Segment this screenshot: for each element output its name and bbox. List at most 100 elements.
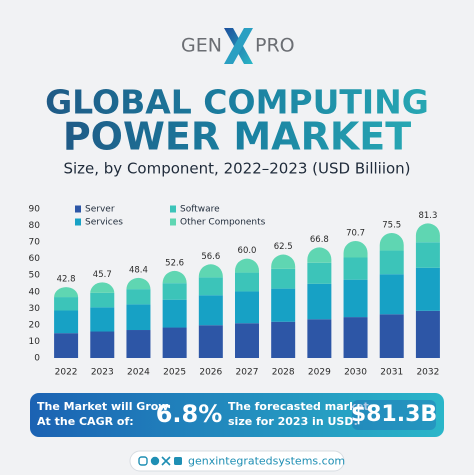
total-label: 60.0 <box>238 246 257 256</box>
bar-segment <box>271 321 296 358</box>
x-tick-label: 2029 <box>308 368 331 378</box>
bar-segment <box>126 304 151 331</box>
x-tick-label: 2028 <box>272 368 295 378</box>
legend-label: Server <box>85 205 115 215</box>
y-tick-label: 20 <box>29 320 41 330</box>
banner-value: $81.3B <box>351 402 437 427</box>
x-tick-label: 2022 <box>55 368 78 378</box>
bar-segment <box>90 307 115 332</box>
logo-mark <box>224 28 253 64</box>
logo-text: PRO <box>255 35 295 57</box>
bar-segment <box>343 257 368 280</box>
y-tick-label: 50 <box>29 271 41 281</box>
total-label: 45.7 <box>93 270 112 280</box>
y-tick-label: 30 <box>29 304 41 314</box>
bar-segment <box>54 297 79 311</box>
total-label: 81.3 <box>418 211 437 221</box>
bar-segment <box>415 223 440 243</box>
bar-segment <box>379 250 404 275</box>
total-label: 56.6 <box>201 252 220 262</box>
legend-swatch <box>75 218 81 226</box>
bar-segment <box>198 264 223 278</box>
website[interactable]: genxintegratedsystems.com <box>188 455 345 468</box>
x-tick-label: 2030 <box>344 368 367 378</box>
y-tick-label: 80 <box>29 221 41 231</box>
legend-swatch <box>75 205 81 213</box>
bar-segment <box>90 331 115 358</box>
x-tick-label: 2023 <box>91 368 114 378</box>
legend-label: Other Components <box>180 218 266 228</box>
title: POWER MARKET <box>63 115 411 159</box>
legend-swatch <box>170 218 176 226</box>
bar-segment <box>126 289 151 305</box>
bar-segment <box>415 310 440 358</box>
bar-segment <box>198 295 223 326</box>
footer-pill <box>129 450 345 472</box>
banner-text: At the CAGR of: <box>37 415 134 428</box>
x-tick-label: 2026 <box>199 368 222 378</box>
bar-segment <box>235 258 259 273</box>
x-tick-label: 2027 <box>236 368 259 378</box>
banner-value-box <box>352 400 436 430</box>
y-tick-label: 70 <box>29 238 41 248</box>
bar-segment <box>162 299 187 328</box>
bar-segment <box>379 274 404 315</box>
x-tick-label: 2024 <box>127 368 150 378</box>
bar-segment <box>307 247 332 263</box>
bar-segment <box>379 233 404 251</box>
y-tick-label: 10 <box>29 337 41 347</box>
bar-segment <box>162 283 187 300</box>
y-tick-label: 40 <box>29 287 41 297</box>
bar-segment <box>126 330 151 358</box>
bar-segment <box>162 270 187 284</box>
total-label: 62.5 <box>274 242 293 252</box>
bar-segment <box>307 283 332 320</box>
legend-label: Software <box>180 205 220 215</box>
y-tick-label: 0 <box>34 354 40 364</box>
legend-label: Services <box>85 218 123 228</box>
bar-segment <box>271 288 296 322</box>
bar-segment <box>235 291 259 324</box>
bar-segment <box>90 292 115 308</box>
banner-text: size for 2023 in USD: <box>228 415 358 428</box>
bar-segment <box>235 323 259 358</box>
total-label: 66.8 <box>310 235 329 245</box>
bar-segment <box>126 277 151 290</box>
x-tick-label: 2031 <box>380 368 403 378</box>
banner-text: The Market will Grow <box>37 400 168 413</box>
y-tick-label: 60 <box>29 254 41 264</box>
bar-segment <box>54 310 79 334</box>
total-label: 75.5 <box>382 221 401 231</box>
bar-segment <box>307 262 332 284</box>
x-tick-label: 2032 <box>416 368 439 378</box>
x-tick-label: 2025 <box>163 368 186 378</box>
banner-text: The forecasted market <box>228 400 369 413</box>
bar-segment <box>198 325 223 358</box>
bar-segment <box>162 327 187 358</box>
bar-segment <box>343 317 368 358</box>
bar-segment <box>343 240 368 258</box>
bar-segment <box>271 268 296 289</box>
bar-segment <box>415 267 440 311</box>
legend-swatch <box>170 205 176 213</box>
bar-segment <box>54 287 79 298</box>
banner <box>30 393 444 437</box>
bar-segment <box>198 277 223 296</box>
bar-segment <box>307 319 332 358</box>
total-label: 42.8 <box>57 275 76 285</box>
banner-value: 6.8% <box>156 400 223 428</box>
y-tick-label: 90 <box>29 205 41 215</box>
total-label: 52.6 <box>165 258 184 268</box>
bar-segment <box>90 282 115 293</box>
bar-segment <box>235 272 259 292</box>
total-label: 48.4 <box>129 265 148 275</box>
total-label: 70.7 <box>346 228 365 238</box>
social-icons <box>138 456 182 466</box>
bar-segment <box>54 333 79 358</box>
title: GLOBAL COMPUTING <box>45 83 429 122</box>
subtitle: Size, by Component, 2022–2023 (USD Billi… <box>63 160 410 178</box>
bar-segment <box>415 242 440 268</box>
